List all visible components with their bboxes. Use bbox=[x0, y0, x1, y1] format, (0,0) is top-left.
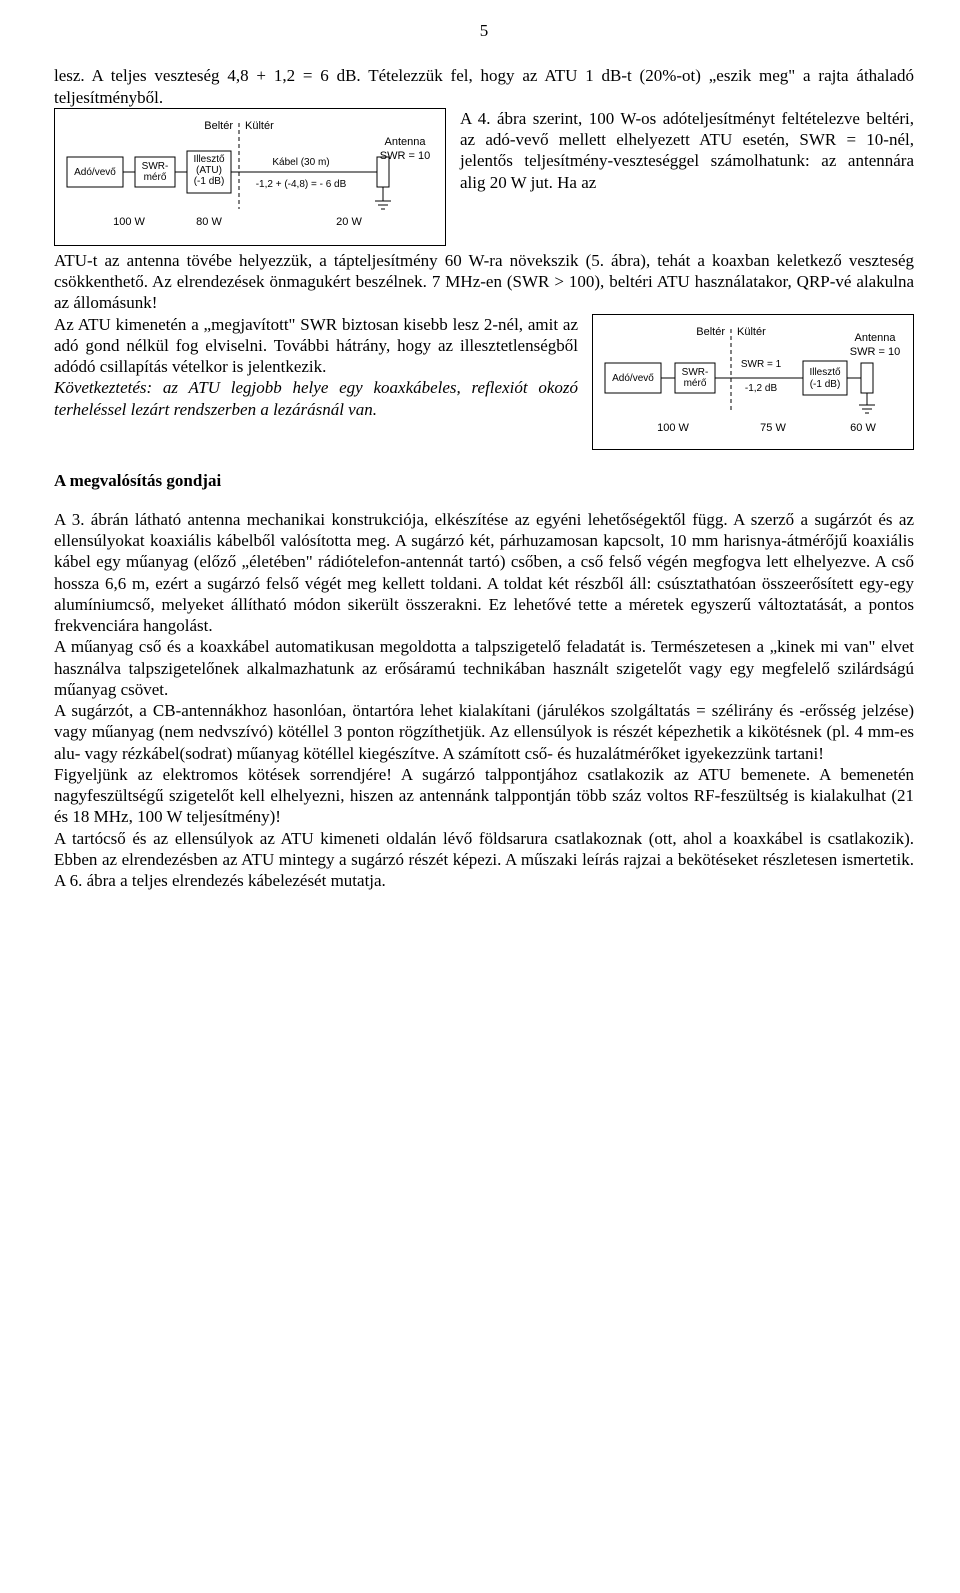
fig-label-belter: Beltér bbox=[204, 120, 233, 132]
paragraph: A 4. ábra szerint, 100 W-os adóteljesítm… bbox=[460, 108, 914, 193]
svg-text:-1,2 dB: -1,2 dB bbox=[745, 383, 778, 394]
paragraph: Az ATU kimenetén a „megjavított" SWR biz… bbox=[54, 314, 578, 378]
svg-text:100 W: 100 W bbox=[113, 216, 145, 228]
svg-text:(-1 dB): (-1 dB) bbox=[194, 176, 225, 187]
svg-text:(-1 dB): (-1 dB) bbox=[810, 379, 841, 390]
svg-text:Illesztő: Illesztő bbox=[193, 154, 225, 165]
svg-text:20 W: 20 W bbox=[336, 216, 362, 228]
fig-label: Adó/vevő bbox=[74, 167, 116, 178]
paragraph: A 3. ábrán látható antenna mechanikai ko… bbox=[54, 509, 914, 637]
fig-label-kulter: Kültér bbox=[245, 120, 274, 132]
paragraph: A sugárzót, a CB-antennákhoz hasonlóan, … bbox=[54, 700, 914, 764]
svg-text:Kábel (30 m): Kábel (30 m) bbox=[272, 157, 329, 168]
svg-text:60 W: 60 W bbox=[850, 422, 876, 434]
svg-text:mérő: mérő bbox=[144, 172, 167, 183]
figure-5: Beltér Kültér Adó/vevő SWR- mérő SWR = 1… bbox=[592, 314, 914, 450]
svg-text:(ATU): (ATU) bbox=[196, 165, 222, 176]
svg-text:SWR-: SWR- bbox=[142, 161, 169, 172]
svg-text:Illesztő: Illesztő bbox=[809, 367, 841, 378]
paragraph: Következtetés: az ATU legjobb helye egy … bbox=[54, 377, 578, 420]
paragraph: Figyeljünk az elektromos kötések sorrend… bbox=[54, 764, 914, 828]
svg-text:mérő: mérő bbox=[684, 378, 707, 389]
svg-text:SWR = 10: SWR = 10 bbox=[380, 150, 430, 162]
svg-text:75 W: 75 W bbox=[760, 422, 786, 434]
svg-text:Kültér: Kültér bbox=[737, 326, 766, 338]
svg-text:Antenna: Antenna bbox=[385, 136, 427, 148]
paragraph: A tartócső és az ellensúlyok az ATU kime… bbox=[54, 828, 914, 892]
svg-text:Beltér: Beltér bbox=[696, 326, 725, 338]
svg-text:80 W: 80 W bbox=[196, 216, 222, 228]
section-heading: A megvalósítás gondjai bbox=[54, 470, 914, 491]
svg-text:-1,2 + (-4,8) = - 6 dB: -1,2 + (-4,8) = - 6 dB bbox=[256, 179, 347, 190]
paragraph: A műanyag cső és a koaxkábel automatikus… bbox=[54, 636, 914, 700]
figure-4: Beltér Kültér Adó/vevő SWR- mérő Illeszt… bbox=[54, 108, 446, 246]
svg-text:Antenna: Antenna bbox=[855, 332, 897, 344]
svg-text:100 W: 100 W bbox=[657, 422, 689, 434]
svg-text:SWR = 1: SWR = 1 bbox=[741, 359, 782, 370]
svg-text:SWR-: SWR- bbox=[682, 367, 709, 378]
paragraph: ATU-t az antenna tövébe helyezzük, a táp… bbox=[54, 250, 914, 314]
svg-text:SWR = 10: SWR = 10 bbox=[850, 346, 900, 358]
page-number: 5 bbox=[54, 20, 914, 41]
svg-text:Adó/vevő: Adó/vevő bbox=[612, 373, 654, 384]
paragraph: lesz. A teljes veszteség 4,8 + 1,2 = 6 d… bbox=[54, 65, 914, 108]
